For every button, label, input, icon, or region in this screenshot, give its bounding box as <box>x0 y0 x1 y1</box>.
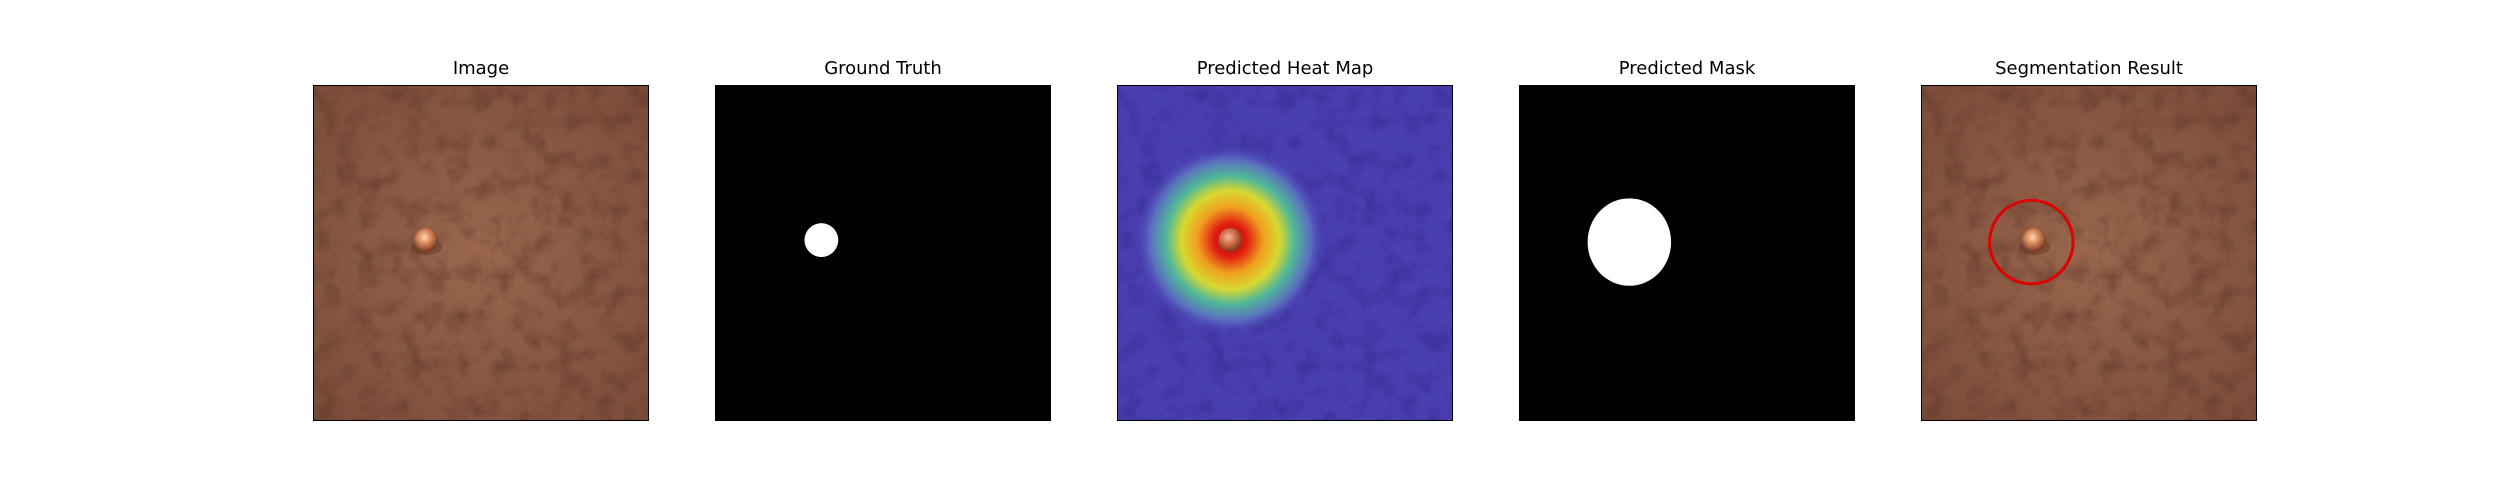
leather-photo <box>313 85 649 421</box>
panel-title: Image <box>452 58 510 79</box>
segmentation-photo <box>1921 85 2257 421</box>
mask-blob <box>1587 198 1672 286</box>
panel-predicted-mask: Predicted Mask <box>1519 0 1855 500</box>
panel-heat-map: Predicted Heat Map <box>1117 0 1453 500</box>
panel-title: Predicted Heat Map <box>1196 58 1374 79</box>
panel-image: Image <box>313 0 649 500</box>
panel-segmentation-result: Segmentation Result <box>1921 0 2257 500</box>
defect-bump <box>1218 228 1243 253</box>
panel-title: Predicted Mask <box>1618 58 1756 79</box>
predicted-mask <box>1519 85 1855 421</box>
heat-map-overlay <box>1117 85 1453 421</box>
mask-blob <box>804 223 839 257</box>
defect-bump <box>2022 228 2047 253</box>
segmentation-outline <box>1988 198 2075 286</box>
ground-truth-mask <box>715 85 1051 421</box>
panel-ground-truth: Ground Truth <box>715 0 1051 500</box>
defect-bump <box>414 228 439 253</box>
panel-title: Ground Truth <box>824 58 942 79</box>
panel-title: Segmentation Result <box>1995 58 2183 79</box>
